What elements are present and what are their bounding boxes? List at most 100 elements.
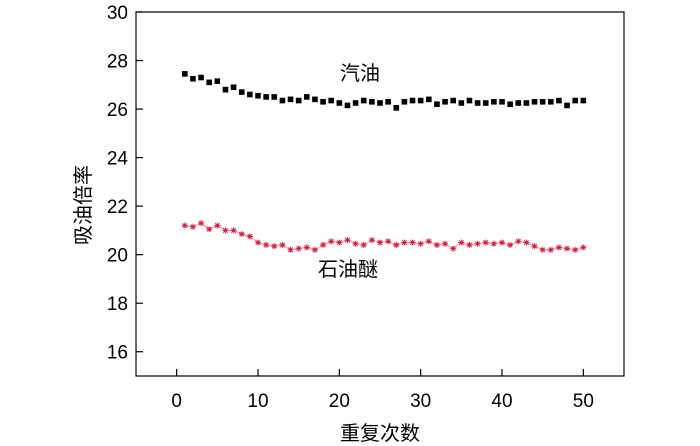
data-point: [238, 231, 245, 238]
data-point: [182, 71, 188, 77]
data-point: [393, 241, 400, 248]
data-point: [328, 97, 334, 104]
data-point: [190, 75, 196, 82]
data-point: [401, 239, 408, 246]
data-point: [531, 243, 538, 250]
x-tick-label: 50: [573, 391, 594, 412]
data-point: [263, 94, 269, 100]
y-tick-label: 30: [107, 3, 128, 24]
data-point: [499, 239, 505, 246]
x-tick-label: 10: [247, 391, 268, 412]
y-tick-label: 28: [107, 52, 128, 73]
data-point: [320, 98, 326, 105]
data-point: [409, 239, 416, 246]
series-line: [184, 222, 584, 251]
data-point: [401, 98, 408, 105]
data-point: [393, 105, 400, 111]
data-point: [230, 84, 237, 91]
data-point: [547, 246, 554, 253]
x-axis-title: 重复次数: [340, 421, 420, 445]
data-point: [515, 100, 522, 106]
data-point: [442, 98, 448, 105]
data-point: [368, 237, 375, 244]
data-point: [189, 223, 196, 230]
x-tick-label: 0: [171, 391, 182, 412]
data-point: [580, 97, 587, 104]
data-point: [417, 97, 424, 104]
data-point: [482, 100, 489, 106]
data-point: [564, 245, 571, 252]
data-point: [222, 86, 229, 93]
data-point: [482, 239, 489, 246]
data-point: [548, 98, 554, 105]
series-gasoline: [182, 71, 587, 111]
data-point: [360, 97, 367, 104]
x-tick-label: 40: [491, 391, 512, 412]
data-point: [320, 241, 327, 248]
data-point: [377, 239, 383, 246]
data-point: [295, 245, 302, 252]
data-point: [409, 97, 416, 104]
data-point: [271, 243, 278, 250]
series-label-petroleum-ether: 石油醚: [318, 257, 378, 281]
data-point: [466, 241, 473, 248]
data-point: [222, 227, 229, 234]
series-label-gasoline: 汽油: [340, 61, 380, 85]
data-point: [555, 244, 562, 251]
data-point: [433, 241, 440, 248]
data-point: [271, 94, 278, 100]
data-point: [181, 222, 188, 229]
data-point: [287, 246, 294, 253]
data-point: [279, 97, 286, 104]
data-point: [425, 238, 432, 245]
data-point: [507, 241, 514, 248]
data-point: [287, 96, 294, 103]
data-point: [311, 246, 318, 253]
series-petroleum-ether: [181, 220, 587, 253]
data-point: [385, 238, 392, 245]
data-point: [369, 98, 375, 105]
data-point: [303, 244, 310, 251]
data-point: [491, 98, 497, 105]
data-point: [352, 100, 359, 106]
data-point: [214, 78, 221, 84]
data-point: [255, 92, 261, 99]
data-point: [458, 100, 465, 106]
data-point: [523, 100, 530, 106]
data-point: [344, 237, 351, 244]
data-point: [572, 246, 579, 253]
data-point: [556, 97, 562, 104]
data-point: [198, 74, 204, 81]
data-point: [263, 241, 270, 248]
data-point: [466, 97, 473, 104]
data-point: [360, 241, 367, 248]
data-point: [312, 96, 318, 103]
data-series: [181, 71, 587, 253]
x-tick-label: 20: [329, 391, 350, 412]
y-axis: 16 18 20 22 24 26 28 30: [107, 3, 143, 364]
data-point: [564, 102, 570, 109]
data-point: [206, 226, 213, 233]
data-point: [336, 100, 343, 106]
data-point: [377, 100, 383, 106]
y-tick-label: 22: [107, 197, 128, 218]
data-point: [328, 238, 335, 245]
data-point: [474, 240, 481, 247]
y-tick-label: 24: [107, 149, 129, 170]
data-point: [417, 240, 424, 247]
data-point: [442, 240, 449, 247]
data-point: [304, 94, 310, 100]
y-tick-label: 18: [107, 294, 128, 315]
data-point: [247, 91, 253, 98]
data-point: [458, 239, 465, 246]
data-point: [507, 101, 513, 108]
data-point: [515, 238, 522, 245]
x-axis: 0 10 20 30 40 50: [171, 369, 594, 412]
data-point: [499, 98, 505, 105]
data-point: [523, 239, 530, 246]
data-point: [198, 220, 205, 227]
data-point: [279, 241, 286, 248]
data-point: [246, 233, 253, 240]
data-point: [206, 79, 212, 86]
